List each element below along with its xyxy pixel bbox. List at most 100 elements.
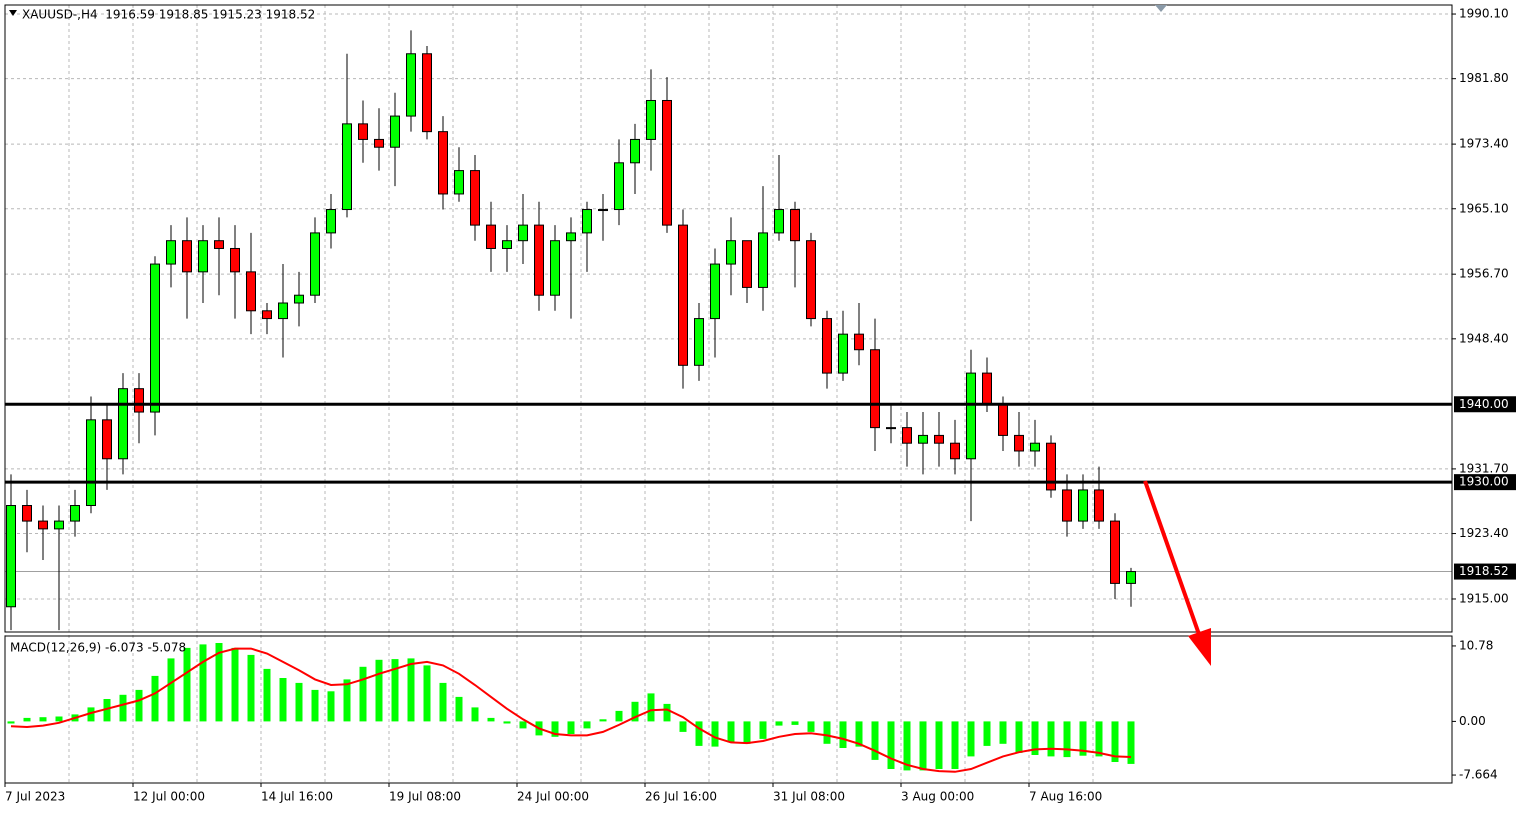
candle-body [134,388,144,413]
macd-histogram-bar [903,721,911,771]
trend-arrow-shaft [1143,480,1203,641]
macd-histogram-bar [647,693,655,722]
candle-body [550,240,560,296]
macd-histogram-bar [1047,721,1055,757]
candle-body [806,240,816,320]
macd-histogram-bar [775,721,783,726]
candle-body [166,240,176,265]
y-tick-label: 1956.70 [1459,267,1509,281]
macd-histogram-bar [327,691,335,722]
symbol-menu-arrow[interactable] [9,10,17,16]
candle-body [1046,442,1056,491]
macd-histogram-bar [727,721,735,743]
candle-body [918,434,928,444]
candle-body [726,240,736,265]
candle-body [294,294,304,304]
candle-body [886,427,896,430]
candle-body [646,99,656,140]
macd-histogram-bar [1127,721,1135,764]
candle-body [182,240,192,273]
macd-histogram-bar [423,665,431,722]
macd-histogram-bar [407,658,415,722]
candle-body [902,427,912,444]
macd-histogram-bar [279,678,287,722]
macd-histogram-bar [887,721,895,769]
shift-marker [1155,5,1167,12]
candle-body [582,209,592,234]
candle-body [774,209,784,234]
x-tick-label: 26 Jul 16:00 [645,790,717,804]
candle-body [390,115,400,148]
macd-histogram-bar [455,696,463,722]
candle-body [1126,571,1136,584]
y-tick-label: 1973.40 [1459,137,1509,151]
macd-histogram-bar [743,721,751,744]
macd-histogram-bar [679,721,687,732]
candle-body [566,232,576,242]
y-tick-label: 1923.40 [1459,526,1509,540]
candle-body [70,505,80,522]
candle-body [694,318,704,366]
macd-histogram-bar [791,721,799,725]
macd-histogram-bar [231,647,239,722]
macd-histogram-bar [631,701,639,722]
macd-histogram-bar [599,719,607,722]
level-label: 1930.00 [1459,475,1509,489]
macd-histogram-bar [23,717,31,722]
chart-header: XAUUSD-,H4 1916.59 1918.85 1915.23 1918.… [22,8,315,22]
candle-body [22,505,32,522]
trend-arrow-head [1188,628,1211,666]
x-tick-label: 7 Aug 16:00 [1029,790,1102,804]
x-tick-label: 14 Jul 16:00 [261,790,333,804]
candle-body [86,419,96,507]
macd-histogram-bar [119,694,127,722]
macd-signal-line [10,647,1132,773]
x-tick-label: 31 Jul 08:00 [773,790,845,804]
candle-body [1094,489,1104,522]
macd-histogram-bar [663,703,671,722]
macd-histogram-bar [1063,721,1071,758]
candle-body [710,263,720,320]
candle-body [38,520,48,530]
candle-body [278,302,288,320]
macd-histogram-bar [7,721,15,724]
y-tick-label: 0.00 [1459,714,1486,728]
x-tick-label: 3 Aug 00:00 [901,790,974,804]
x-tick-label: 7 Jul 2023 [5,790,65,804]
candle-body [998,403,1008,436]
candle-body [518,224,528,242]
macd-histogram-bar [967,721,975,757]
macd-histogram-bar [87,707,95,722]
candle-body [454,170,464,195]
y-tick-label: -7.664 [1459,768,1498,782]
macd-histogram-bar [135,689,143,722]
candle-body [598,209,608,212]
macd-histogram-bar [103,699,111,722]
macd-histogram-bar [375,659,383,722]
macd-histogram-bar [855,721,863,747]
candle-body [118,388,128,460]
plot-layer: 1990.10 1981.80 1973.40 1965.10 1956.70 1948.… [4,5,1516,804]
candle-body [6,505,16,608]
x-tick-label: 12 Jul 00:00 [133,790,205,804]
candle-body [1110,520,1120,584]
y-tick-label: 10.78 [1459,638,1493,652]
macd-histogram-bar [55,716,63,722]
macd-histogram-bar [391,659,399,722]
candle-body [934,434,944,444]
candle-body [1078,489,1088,522]
candle-body [326,209,336,234]
candle-body [54,520,64,530]
macd-histogram-bar [167,658,175,722]
macd-histogram-bar [551,721,559,737]
candle-body [198,240,208,273]
candle-body [966,372,976,460]
macd-histogram-bar [343,679,351,722]
candle-body [486,224,496,249]
candle-body [310,232,320,296]
macd-histogram-bar [247,654,255,722]
macd-histogram-bar [711,721,719,747]
macd-histogram-bar [311,689,319,722]
